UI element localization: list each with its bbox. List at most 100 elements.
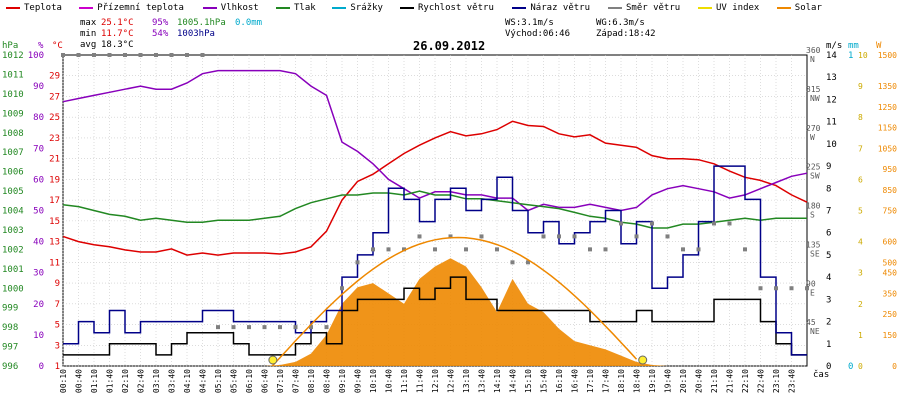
y-tick-wind: 12 — [826, 95, 837, 105]
y-tick-solar: 450 — [883, 269, 898, 278]
series-wind-dir-point — [526, 260, 530, 265]
chart-title: 26.09.2012 — [413, 39, 486, 53]
x-tick-label: 13:40 — [478, 369, 487, 393]
x-tick-label: 05:40 — [230, 369, 239, 393]
legend-label: UV index — [716, 3, 760, 13]
legend-swatch — [332, 6, 347, 9]
axis-unit-w: W — [876, 41, 882, 51]
y-tick-pressure: 1004 — [2, 207, 24, 217]
y-tick-pressure: 1001 — [2, 265, 24, 275]
y-tick-pressure: 1000 — [2, 284, 24, 294]
x-tick-label: 02:10 — [121, 369, 130, 393]
series-wind-dir-point — [123, 53, 127, 57]
series-wind-dir-point — [479, 234, 484, 239]
x-tick-label: 09:40 — [354, 369, 363, 393]
y-tick-wind: 3 — [826, 295, 831, 305]
stat-avg-label: avg — [80, 40, 97, 50]
axis-unit-cas: čas — [813, 369, 829, 380]
stat-min-press: 1003hPa — [177, 29, 215, 39]
x-tick-label: 00:10 — [59, 369, 68, 393]
legend-item: Náraz větru — [512, 3, 590, 13]
legend-swatch — [6, 6, 20, 9]
y-tick-pressure: 1011 — [2, 70, 24, 80]
y-tick-wind: 14 — [826, 51, 837, 61]
series-solar-theoretical — [271, 236, 638, 367]
legend: Teplota Přízemní teplota Vlhkost Tlak Srážky… — [0, 0, 900, 14]
series-wind-dir-point — [154, 53, 158, 57]
series-wind-dir-point — [107, 53, 112, 57]
series-vlhkost — [62, 69, 808, 212]
y-tick-wind: 6 — [826, 229, 831, 239]
y-tick-uv: 7 — [858, 144, 863, 153]
y-tick-temp: 17 — [49, 196, 60, 206]
y-tick-solar: 1350 — [878, 82, 897, 91]
series-wind-dir-point — [247, 325, 251, 330]
series-wind-dir-point — [61, 53, 65, 57]
series-n-raz-v-tru — [63, 165, 807, 356]
y-tick-rain: 0 — [848, 362, 853, 372]
y-tick-wind: 1 — [826, 340, 831, 350]
y-tick-dir-label: W — [810, 133, 815, 142]
y-tick-solar: 1250 — [878, 103, 897, 112]
y-tick-uv: 4 — [858, 238, 863, 247]
series-wind-dir-point — [76, 53, 81, 57]
y-tick-solar: 1150 — [878, 124, 897, 133]
series-wind-dir-point — [340, 286, 344, 291]
legend-item: Tlak — [276, 3, 316, 13]
y-tick-humidity: 80 — [33, 113, 44, 123]
x-tick-label: 08:40 — [323, 369, 332, 393]
axes: 00:10 00:40 01:10 01:40 02:10 02:40 03:10 03:40… — [2, 41, 897, 393]
series-wind-dir-point — [510, 260, 515, 265]
series-wind-dir-point — [774, 286, 778, 291]
stat-min-temp: 11.7°C — [101, 29, 134, 39]
y-tick-temp: 1 — [55, 362, 60, 372]
y-tick-dir-value: 270 — [806, 124, 821, 133]
series-wind-dir-point — [200, 53, 205, 57]
y-tick-humidity: 30 — [33, 269, 44, 279]
x-tick-label: 07:40 — [292, 369, 301, 393]
x-tick-label: 17:40 — [602, 369, 611, 393]
y-tick-humidity: 60 — [33, 175, 44, 185]
sunset-marker — [638, 355, 648, 365]
x-tick-label: 15:40 — [540, 369, 549, 393]
series-wind-dir-point — [278, 325, 282, 330]
y-tick-dir-label: SW — [810, 172, 820, 181]
legend-item: Rychlost větru — [400, 3, 494, 13]
y-tick-temp: 23 — [49, 134, 60, 144]
series-wind-dir-point — [231, 325, 236, 330]
y-tick-dir-value: 360 — [806, 46, 821, 55]
legend-swatch — [776, 6, 791, 9]
y-tick-wind: 9 — [826, 162, 831, 172]
x-tick-label: 21:10 — [710, 369, 719, 393]
series-wind-dir-point — [402, 247, 406, 252]
series-solar — [63, 258, 807, 366]
y-tick-pressure: 1007 — [2, 148, 24, 158]
legend-item: Srážky — [332, 3, 383, 13]
y-tick-solar: 600 — [883, 238, 898, 247]
series-wind-dir-point — [417, 234, 422, 239]
series-rychlost-v-tru — [63, 276, 807, 356]
y-tick-humidity: 90 — [33, 82, 44, 92]
y-tick-dir-label: NE — [810, 327, 820, 336]
x-tick-label: 23:10 — [772, 369, 781, 393]
y-tick-temp: 25 — [49, 113, 60, 123]
y-tick-solar: 850 — [883, 186, 898, 195]
series-wind-dir-point — [619, 221, 623, 226]
sun-markers — [268, 355, 648, 365]
x-tick-label: 04:40 — [199, 369, 208, 393]
x-tick-label: 14:10 — [493, 369, 502, 393]
x-tick-label: 04:10 — [183, 369, 192, 393]
legend-item: Přízemní teplota — [79, 3, 184, 13]
series-wind-dir-point — [743, 247, 747, 252]
series-wind-dir-point — [727, 221, 732, 226]
series-wind-dir-point — [557, 234, 561, 239]
y-tick-temp: 7 — [55, 300, 60, 310]
y-tick-humidity: 50 — [33, 207, 44, 217]
series-wind-dir-point — [433, 247, 437, 252]
x-tick-label: 21:40 — [726, 369, 735, 393]
x-tick-label: 06:10 — [245, 369, 254, 393]
x-tick-label: 02:40 — [137, 369, 146, 393]
series-wind-dir-point — [386, 247, 391, 252]
series-wind-dir-point — [758, 286, 763, 291]
y-tick-uv: 3 — [858, 269, 863, 278]
